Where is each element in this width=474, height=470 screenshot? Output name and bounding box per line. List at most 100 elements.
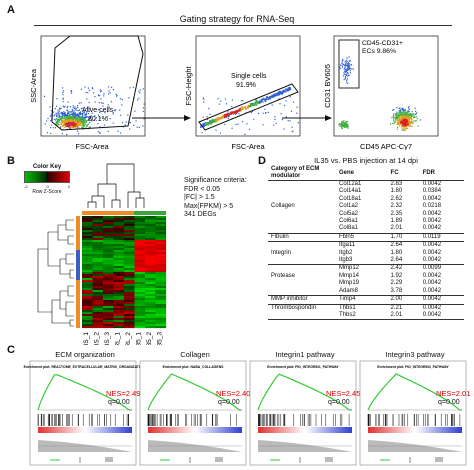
column-dendrogram <box>87 163 145 208</box>
category-cell: Integrin <box>271 249 292 256</box>
fc-cell: 2.00 <box>387 295 420 305</box>
table-row: Col18a1 2.62 0.0042 <box>268 196 464 203</box>
flow-plot-1-gate-pct: 80.1% <box>88 116 108 123</box>
fdr-cell: 0.0042 <box>422 272 442 279</box>
fc-cell: 2.01 <box>387 311 420 321</box>
table-title: IL35 vs. PBS injection at 14 dpi <box>314 156 418 165</box>
flow-plot-1-ylabel: SSC-Area <box>29 68 38 103</box>
gsea-plot-title: Enrichment plot: NABA_COLLAGENS <box>163 365 225 369</box>
arrow-2-head <box>325 115 332 121</box>
category-cell <box>268 242 336 250</box>
category-cell <box>268 265 336 273</box>
category-cell: MMP inhibitor <box>268 295 336 305</box>
gsea-plot: Enrichment plot: REACTOME_EXTRACELLULAR_… <box>24 360 143 466</box>
criteria-line: Max(FPKM) > 5 <box>184 202 234 210</box>
gene-cell: Itga11 <box>339 242 356 249</box>
ecm-table: Category of ECM modulator Gene FC FDR Co… <box>268 166 464 321</box>
fdr-cell: 0.0384 <box>422 188 442 195</box>
flow-plot-3: CD45-CD31+ ECs 9.86% CD45 APC-Cy7 CD31 B… <box>323 35 439 150</box>
header-gene: Gene <box>336 166 388 181</box>
arrow-1-head <box>184 115 191 121</box>
gene-cell: Adam8 <box>336 287 388 297</box>
gsea-plot: Enrichment plot: NABA_COLLAGENS NES=2.40q… <box>139 360 250 466</box>
table-row: Thrombospondin Thbs1 2.21 0.0042 <box>268 304 464 312</box>
fdr-cell: 0.0099 <box>422 265 442 272</box>
row-bar-orange-2 <box>76 280 80 328</box>
fc-cell: 1.80 <box>390 249 403 256</box>
flow-plot-2: FSC-Area FSC-Height Single cells 91.9% <box>184 35 301 150</box>
gsea-nes: NES=2.01 <box>436 389 470 398</box>
gene-cell: Itgb2 <box>339 249 353 256</box>
category-cell: Thrombospondin <box>271 304 317 311</box>
gsea-plot-title: Enrichment plot: REACTOME_EXTRACELLULAR_… <box>24 365 143 369</box>
criteria-block: Significance criteria: FDR < 0.05 |FC| >… <box>184 177 247 220</box>
category-cell <box>268 280 336 287</box>
gsea-title-1: ECM organization <box>55 350 115 359</box>
gene-cell: Thbs1 <box>339 304 356 311</box>
fdr-cell: 0.0042 <box>419 311 464 321</box>
flow-plot-3-events <box>338 56 421 132</box>
color-key-ticks: -2 0 2 <box>24 184 70 189</box>
table-row: Itga11 2.64 0.0042 <box>268 242 464 250</box>
sample-label: PBS_3 <box>104 332 111 345</box>
table-row: Itgb3 2.64 0.0042 <box>268 257 464 266</box>
gsea-q: q=0.00 <box>328 399 350 406</box>
gsea-nes: NES=2.49 <box>106 389 140 398</box>
panel-a-label: A <box>7 4 15 16</box>
criteria-line: 341 DEGs <box>184 211 217 218</box>
gsea-title-3: Integrin1 pathway <box>275 350 335 359</box>
gsea-plot: Enrichment plot: PID_INTEGRIN1_PATHWAY NE… <box>249 360 360 466</box>
gating-title-rule <box>34 25 452 26</box>
group-bar-il35 <box>134 211 166 215</box>
sample-label: IL35_2 <box>146 332 153 345</box>
fc-cell: 2.32 <box>390 203 403 210</box>
sample-label: PBS_2 <box>94 332 101 345</box>
fdr-cell: 0.0218 <box>422 203 442 210</box>
color-key-label: Row Z-Score <box>32 189 62 195</box>
fdr-cell: 0.0042 <box>419 257 464 266</box>
fdr-cell: 0.0042 <box>422 304 442 311</box>
fc-cell: 1.80 <box>390 188 403 195</box>
panel-c-label: C <box>7 344 15 356</box>
fdr-cell: 0.0042 <box>422 280 442 287</box>
fc-cell: 2.35 <box>390 210 403 217</box>
flow-plot-2-xlabel: FSC-Area <box>231 142 265 150</box>
ecm-table-wrap: Category of ECM modulator Gene FC FDR Co… <box>268 166 468 321</box>
table-row: Col14a1 1.80 0.0384 <box>268 188 464 195</box>
gene-cell: Itgb3 <box>336 257 388 266</box>
category-cell <box>268 211 336 218</box>
table-row: Col8a1 2.01 0.0042 <box>268 225 464 234</box>
gene-cell: Col5a2 <box>339 210 359 217</box>
table-row: Mmp12 2.42 0.0099 <box>268 265 464 273</box>
category-cell: Fibulin <box>268 233 336 243</box>
gene-cell: Col14a1 <box>339 188 362 195</box>
fc-cell: 2.83 <box>390 181 403 187</box>
table-row: Col6a1 1.89 0.0042 <box>268 218 464 225</box>
gsea-q: q=0.00 <box>218 399 240 406</box>
gsea-plots: Enrichment plot: REACTOME_EXTRACELLULAR_… <box>24 360 470 466</box>
fdr-cell: 0.0042 <box>422 218 442 225</box>
fdr-cell: 0.0042 <box>422 210 442 217</box>
gene-cell: Col18a1 <box>339 195 362 202</box>
criteria-line: |FC| > 1.5 <box>184 194 215 201</box>
sample-labels: PBS_1 PBS_2 PBS_3 CTRL_1 CTRL_2 IL35_1 IL35_2 I… <box>83 332 164 345</box>
table-row: MMP inhibitor Timp4 2.00 0.0042 <box>268 295 464 305</box>
flow-plot-1-xlabel: FSC-Area <box>75 142 109 150</box>
flow-plot-2-gate-pct: 91.9% <box>236 82 256 89</box>
gsea-plot-title: Enrichment plot: PID_INTEGRIN1_PATHWAY <box>267 365 339 369</box>
gene-cell: Fbln5 <box>336 233 388 243</box>
category-cell <box>268 188 336 195</box>
gene-cell: Col12a1 <box>339 181 362 187</box>
flow-plot-3-gate-pct: ECs 9.86% <box>362 48 396 55</box>
fc-cell: 1.92 <box>390 272 403 279</box>
sample-label: PBS_1 <box>83 332 90 345</box>
row-bar-blue <box>76 250 80 280</box>
flow-plot-1: FSC-Area SSC-Area Alive cells 80.1% <box>29 35 146 150</box>
table-row: Protease Mmp14 1.92 0.0042 <box>268 273 464 280</box>
flow-plot-2-gate-name: Single cells <box>231 73 267 80</box>
flow-plot-2-ylabel: FSC-Height <box>184 66 193 106</box>
fc-cell: 2.42 <box>390 265 403 272</box>
gene-cell: Col1a2 <box>339 203 359 210</box>
gsea-title-2: Collagen <box>180 350 210 359</box>
fc-cell: 1.70 <box>387 233 420 243</box>
